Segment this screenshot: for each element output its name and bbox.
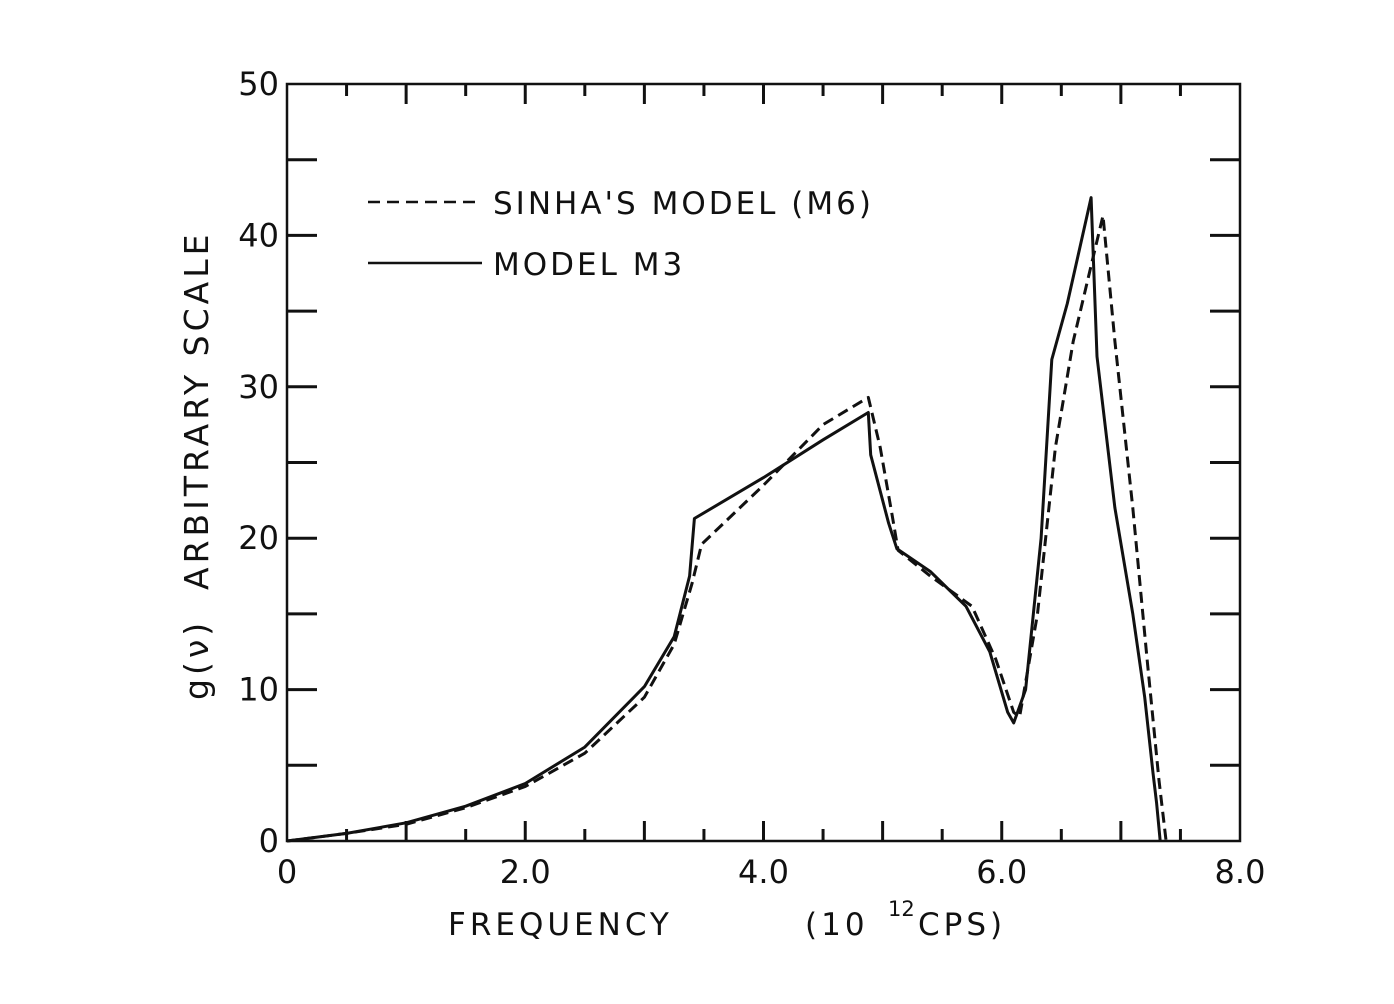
y-tick-label: 30 (238, 368, 279, 406)
xlabel-unit-exponent: 12 (888, 897, 915, 921)
series-line-model-m3 (286, 196, 1162, 843)
xlabel-unit-open: (10 (805, 907, 869, 943)
xlabel-main: FREQUENCY (448, 907, 673, 943)
x-tick-label: 0 (277, 853, 297, 891)
legend-label-sinha: SINHA'S MODEL (M6) (493, 186, 874, 222)
x-tick-label: 2.0 (500, 853, 551, 891)
y-tick-label: 10 (238, 671, 279, 709)
x-tick-label: 6.0 (976, 853, 1027, 891)
legend: SINHA'S MODEL (M6) MODEL M3 (368, 186, 874, 283)
y-tick-label: 50 (238, 65, 279, 103)
x-tick-label: 4.0 (738, 853, 789, 891)
y-tick-label: 20 (238, 519, 279, 557)
series-line-sinha-m6 (286, 214, 1168, 843)
ylabel-text: ARBITRARY SCALE (177, 231, 216, 590)
legend-label-m3: MODEL M3 (493, 247, 685, 283)
y-tick-label: 0 (259, 822, 279, 860)
ylabel-symbol: g(ν) (177, 619, 216, 700)
y-tick-label: 40 (238, 216, 279, 254)
xlabel-unit-close: CPS) (918, 907, 1006, 943)
x-tick-label: 8.0 (1215, 853, 1266, 891)
